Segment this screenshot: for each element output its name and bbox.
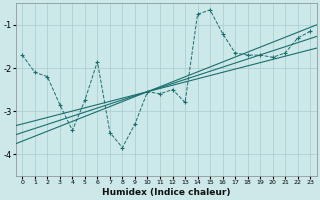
X-axis label: Humidex (Indice chaleur): Humidex (Indice chaleur) xyxy=(102,188,230,197)
